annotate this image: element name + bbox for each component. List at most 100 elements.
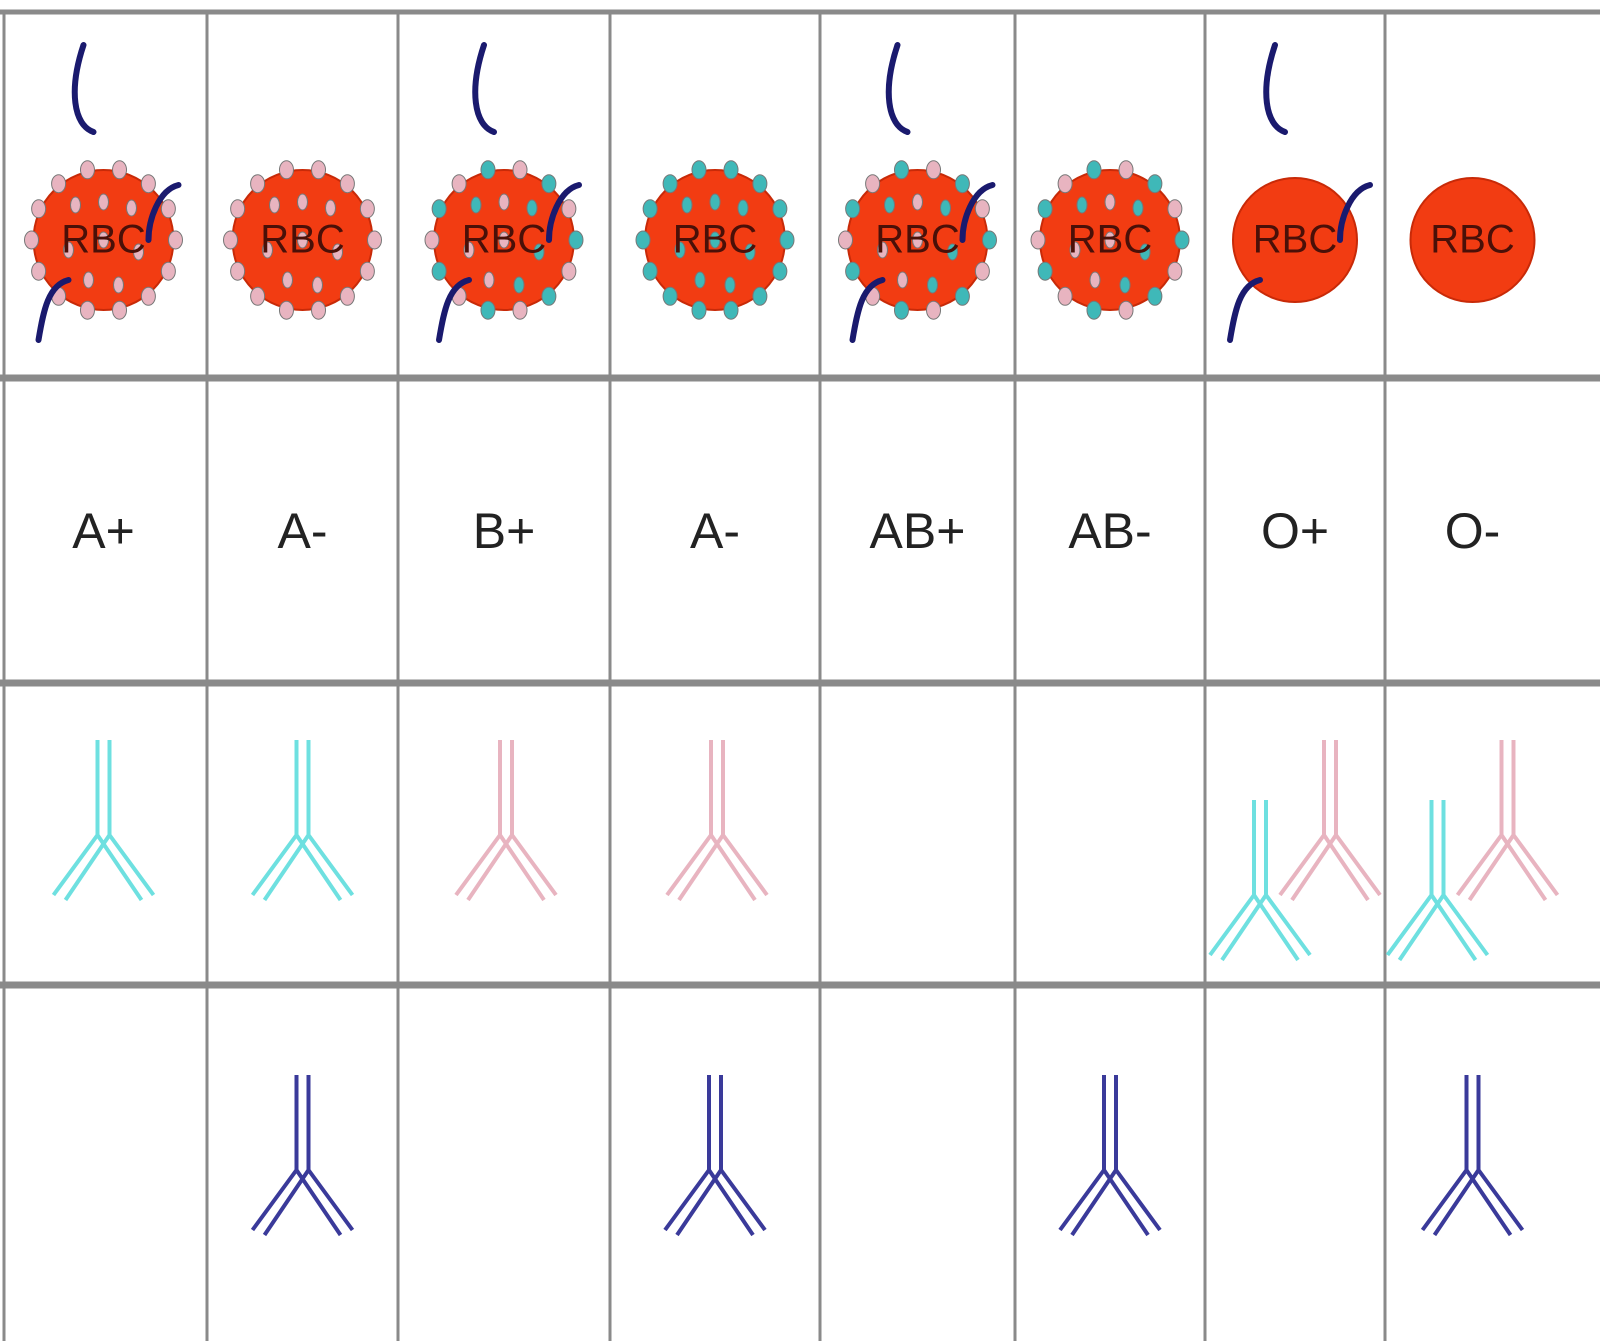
antigen [1069,241,1081,259]
antigen [954,174,970,194]
antigen [1119,276,1131,294]
antigen [1086,160,1102,180]
antigen [282,271,293,289]
antigen [160,199,176,219]
antigen [674,241,686,259]
antibody-arm [1278,833,1338,902]
antigen [723,160,739,180]
antigen [31,199,47,219]
antigen [112,300,128,320]
antigen [845,261,861,281]
antigen [480,300,496,320]
antigen [897,271,908,289]
antigen [541,286,557,306]
blood-type-label: O- [1445,503,1501,559]
antigen [893,160,909,180]
antigen [512,300,528,320]
antibody-arm [51,833,112,902]
antigen [269,196,280,214]
antigen [681,196,693,214]
antigen [1118,160,1134,180]
antigen [642,261,658,281]
antigen [63,241,74,259]
antigen [160,261,176,281]
antigen [772,199,788,219]
antigen [954,286,970,306]
column: RBC AB- [1030,160,1190,1237]
antibody-arm [663,1168,723,1237]
column: RBC A- [635,160,795,1237]
antigen [98,193,109,211]
antigen [250,174,266,194]
antibody-arm [707,1168,767,1237]
antigen [297,193,308,211]
antigen [297,231,308,249]
rbc-label: RBC [462,218,546,262]
antigen [838,230,853,250]
antigen [1174,230,1190,250]
antigen [1118,300,1134,320]
antigen [893,300,909,320]
antigen [1132,199,1144,217]
antigen [1104,231,1116,249]
antigen [1104,193,1116,211]
antigen [480,160,496,180]
antigen [470,196,482,214]
antigen [451,174,467,194]
rbc-label: RBC [875,218,959,262]
antigen [526,199,538,217]
antibody-arm [250,833,311,902]
antibody-arm [294,833,355,902]
antigen [133,243,144,261]
antigen [877,241,888,259]
antigen [339,286,355,306]
rbc-label: RBC [673,218,757,262]
rh-factor [145,182,182,243]
blood-type-label: AB- [1068,503,1151,559]
antigen [359,199,375,219]
antigen [278,300,294,320]
rh-factor [546,182,582,243]
antigen [940,199,951,217]
antigen [24,230,39,250]
column: RBC A+ [24,42,183,902]
antigen [1057,174,1073,194]
antigen [709,193,721,211]
blood-type-label: AB+ [870,503,966,559]
antigen [126,199,137,217]
column: RBC O+ [1208,42,1382,962]
blood-type-label: O+ [1261,503,1329,559]
antigen [312,276,323,294]
antigen [642,199,658,219]
antibody-arm [454,833,514,902]
antigen [51,174,67,194]
antigen [772,261,788,281]
column: RBC AB+ [838,42,997,559]
antigen [926,160,942,180]
antigen [1147,286,1163,306]
antigen [70,196,81,214]
antigen [79,160,95,180]
antigen [79,300,95,320]
antigen [140,174,156,194]
antigen [845,199,861,219]
column: RBC B+ [424,42,584,902]
antigen [223,230,238,250]
antigen [513,276,525,294]
antibody-arm [1464,1168,1525,1237]
antibody-arm [1058,1168,1118,1237]
antigen [140,286,156,306]
antigen [691,160,707,180]
rbc-label: RBC [1068,218,1152,262]
antibody-arm [709,833,769,902]
antibody-arm [665,833,725,902]
antigen [561,261,577,281]
antigen [1037,199,1053,219]
rbc-label: RBC [260,218,344,262]
antigen [737,199,749,217]
antigen [1037,261,1053,281]
rh-factor [1227,277,1263,343]
antigen [230,199,246,219]
antigen [339,174,355,194]
antigen [982,230,997,250]
